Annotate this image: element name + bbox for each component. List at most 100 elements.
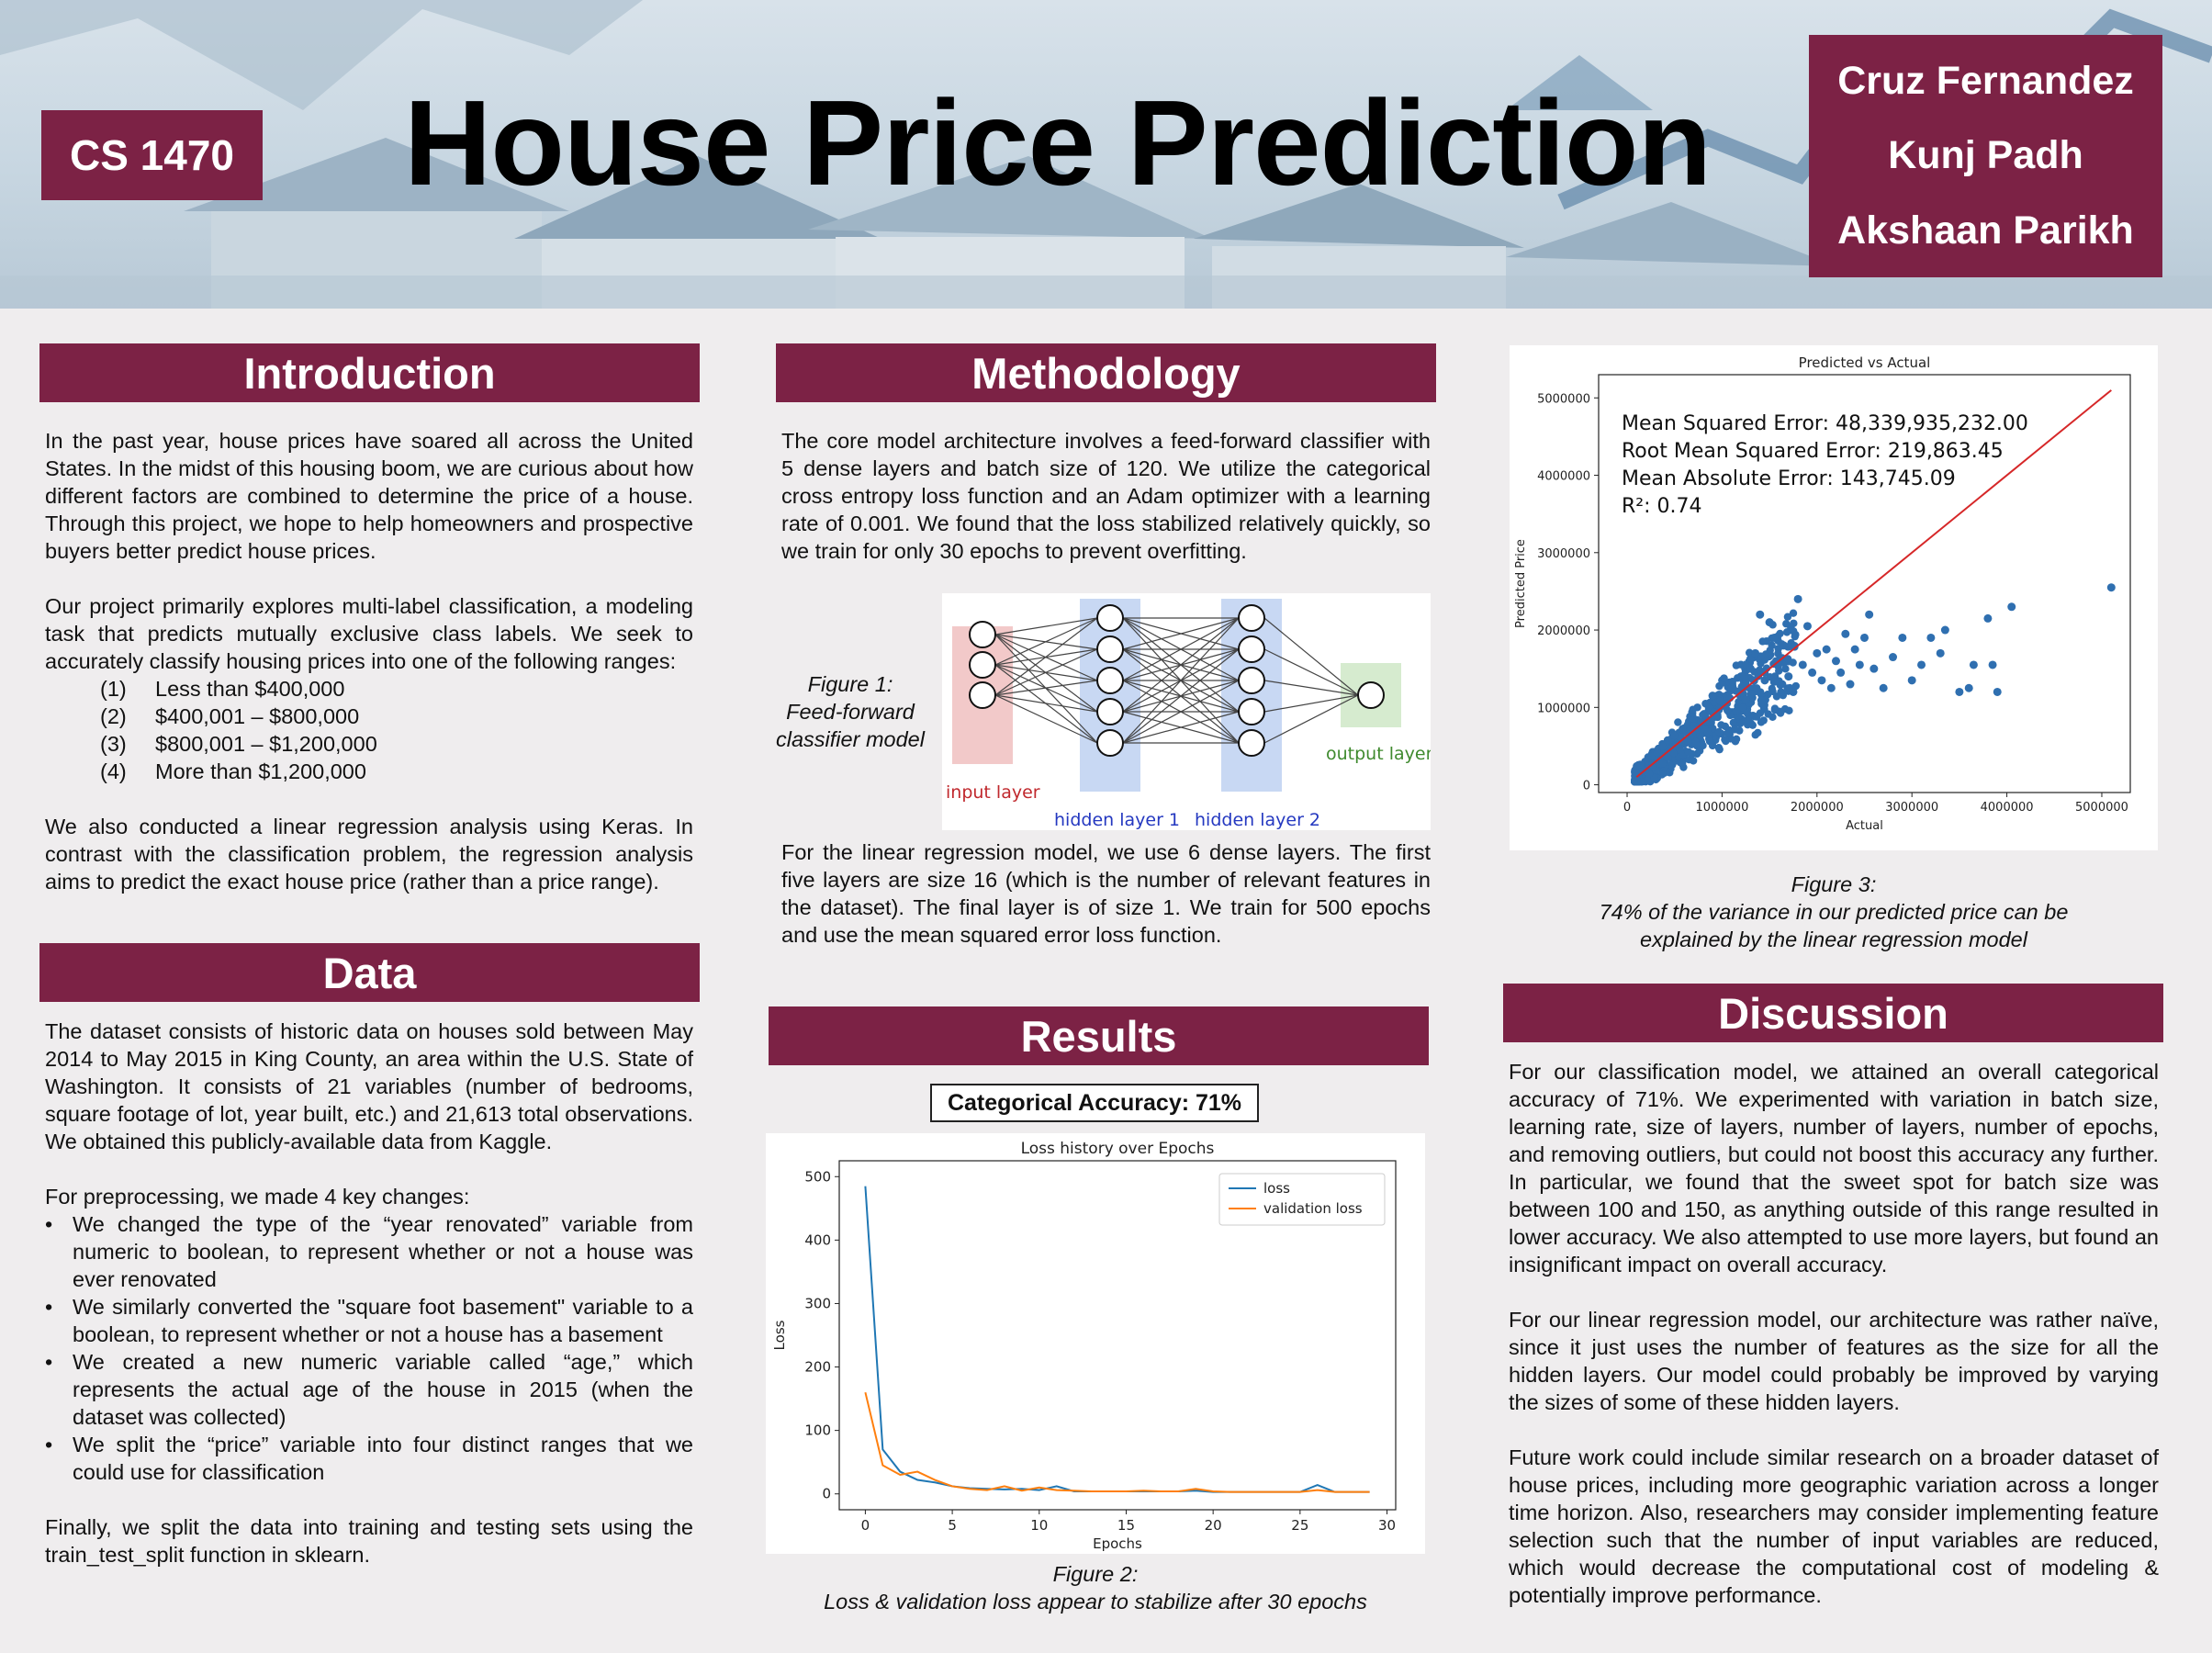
nn-node [1096,604,1124,632]
y-tick-label: 0 [1583,780,1590,793]
scatter-point [1808,668,1817,677]
fit-line [1635,389,2112,778]
methodology-paragraph: The core model architecture involves a f… [781,429,1431,563]
scatter-point [1757,718,1766,726]
nn-edge [1122,617,1240,713]
scatter-point [1745,648,1754,657]
x-tick-label: 1000000 [1695,801,1748,815]
x-axis-label: Epochs [1093,1535,1142,1552]
discussion-paragraph: Future work could include similar resear… [1509,1445,2159,1607]
introduction-paragraph: In the past year, house prices have soar… [45,429,693,563]
series-line [864,1391,1370,1493]
figure3-scatter-chart: Predicted vs Actual 0 1000000 2000000 300000… [1510,345,2158,850]
chart-title: Predicted vs Actual [1799,354,1931,371]
scatter-point [1721,722,1730,731]
scatter-point [1708,741,1717,750]
scatter-point [1782,620,1791,628]
header-banner: CS 1470 House Price Prediction Cruz Fern… [0,0,2212,309]
list-item: (2) $400,001 – $800,000 [100,704,360,728]
y-tick-label: 400 [804,1231,831,1248]
scatter-point [1637,778,1645,786]
scatter-point [1783,655,1792,663]
scatter-point [1737,682,1746,691]
series-line [864,1186,1370,1493]
scatter-point [1983,613,1993,623]
scatter-point [1969,660,1978,669]
scatter-point [1988,660,1997,669]
scatter-point [1721,736,1729,744]
nn-diagram: input layer hidden layer 1 hidden layer … [946,599,1433,830]
scatter-point [1736,672,1746,681]
nn-edge [1122,617,1240,744]
nn-output-label: output layer [1326,744,1431,764]
scatter-point [1813,648,1822,658]
scatter-point [1865,610,1874,619]
scatter-point [1729,718,1738,727]
scatter-points [1631,583,2116,786]
scatter-point [1633,762,1641,770]
houses-background-graphic [0,0,2212,309]
scatter-point [1670,731,1679,740]
scatter-point [1780,641,1789,650]
x-tick-label: 5000000 [2075,801,2128,815]
legend-label: validation loss [1263,1200,1363,1217]
plot-frame [1598,374,2131,793]
data-heading: Data [39,943,700,1002]
scatter-chart-svg: Predicted vs Actual 0 1000000 2000000 300000… [1514,354,2131,833]
scatter-point [1765,618,1774,627]
x-tick-label: 5 [948,1517,957,1534]
discussion-paragraph: For our classification model, we attaine… [1509,1060,2159,1276]
scatter-point [1741,695,1750,704]
y-tick-label: 1000000 [1537,702,1590,715]
scatter-point [1940,625,1949,635]
y-tick-label: 4000000 [1537,470,1590,484]
nn-input-label: input layer [946,782,1040,803]
scatter-point [1955,687,1964,696]
scatter-point [1760,676,1769,685]
data-paragraph: Finally, we split the data into training… [45,1515,693,1567]
scatter-point [1679,725,1687,733]
x-tick-label: 15 [1117,1517,1135,1534]
scatter-point [1653,748,1661,758]
scatter-point [1769,678,1779,686]
introduction-heading: Introduction [39,343,700,402]
author-name: Akshaan Parikh [1837,208,2134,253]
scatter-point [1669,749,1678,758]
scatter-point [1782,628,1791,636]
nn-node [1238,729,1265,757]
scatter-point [1817,676,1826,685]
scatter-point [1758,637,1767,646]
nn-edge [994,680,1098,696]
scatter-point [1749,676,1757,684]
nn-edge [1263,617,1359,696]
nn-node [969,681,996,709]
nn-edge [994,648,1098,696]
nn-edge [994,617,1098,696]
list-item: • We similarly converted the "square foot… [45,1295,693,1346]
discussion-paragraph: For our linear regression model, our arc… [1509,1308,2159,1414]
scatter-point [1690,721,1698,730]
y-tick-label: 300 [804,1295,831,1311]
nn-node [1096,698,1124,725]
scatter-point [1780,704,1790,714]
scatter-point [1714,744,1724,752]
figure2-caption-text: Loss & validation loss appear to stabili… [824,1590,1367,1614]
nn-edge [994,617,1098,635]
scatter-point [1756,610,1765,619]
scatter-point [1793,594,1802,603]
figure1-caption: Figure 1: Feed-forward classifier model [776,672,925,751]
scatter-point [1777,688,1785,696]
nn-node [1096,635,1124,663]
scatter-point [1993,687,2002,696]
scatter-point [1936,648,1945,658]
scatter-point [1645,770,1654,778]
x-tick-label: 20 [1205,1517,1222,1534]
scatter-point [1768,713,1777,722]
introduction-paragraph: We also conducted a linear regression an… [45,815,693,894]
list-item: • We changed the type of the “year renova… [45,1212,693,1291]
scatter-point [1678,759,1687,769]
scatter-point [1964,683,1973,692]
scatter-point [1831,657,1840,666]
course-label: CS 1470 [41,110,263,200]
